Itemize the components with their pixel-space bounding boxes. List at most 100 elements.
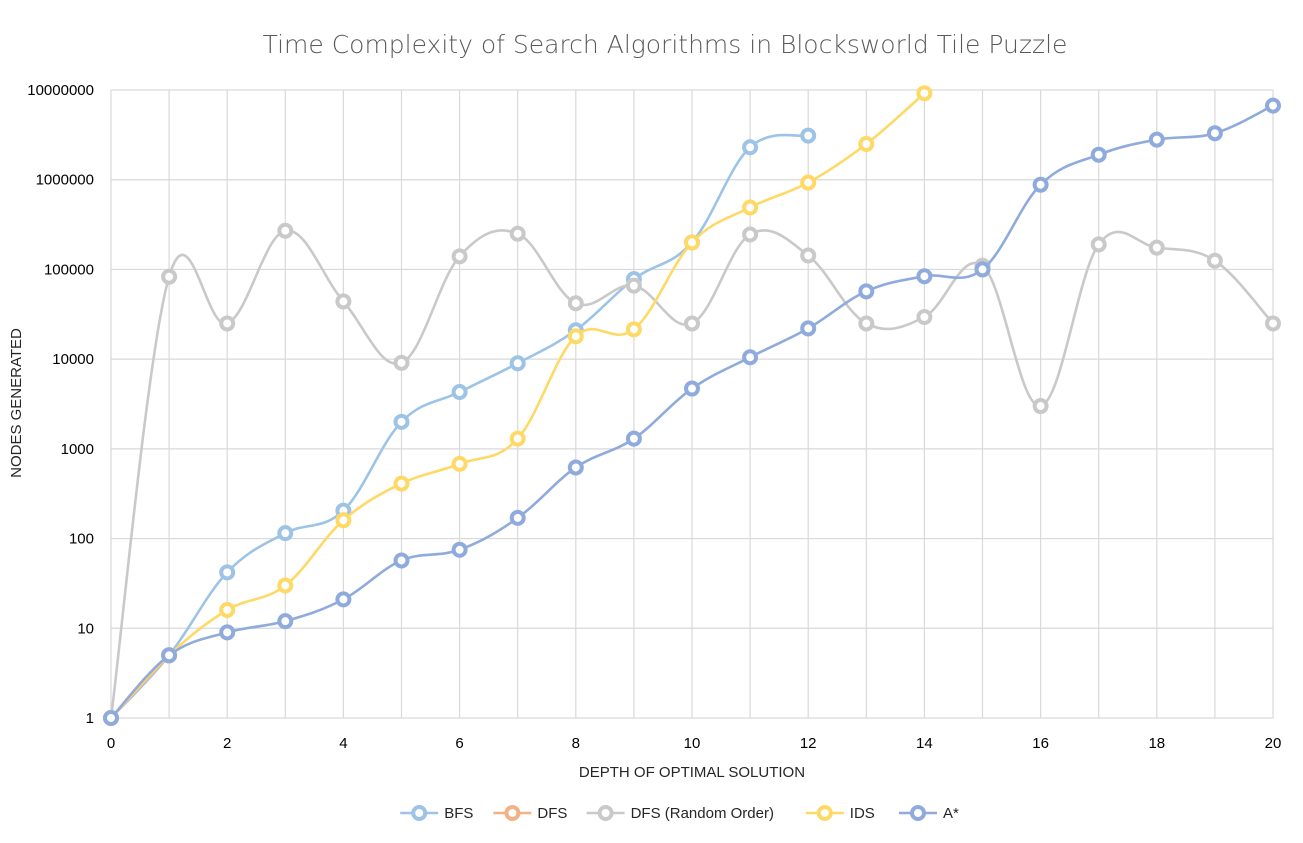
data-point [858, 315, 875, 332]
legend-label: IDS [850, 805, 875, 822]
y-tick-label: 1 [86, 710, 94, 727]
data-point [393, 354, 410, 371]
legend-item-dfs: DFS [493, 805, 567, 822]
legend-item-dfs-random-order: DFS (Random Order) [586, 805, 774, 822]
x-tick-label: 4 [339, 735, 347, 752]
data-point [916, 85, 933, 102]
data-point [393, 475, 410, 492]
legend-marker [816, 805, 833, 821]
y-tick-label: 10000000 [27, 82, 94, 99]
data-point [277, 577, 294, 594]
data-point [742, 199, 759, 216]
y-tick-label: 1000 [61, 441, 94, 458]
data-point [509, 225, 526, 242]
data-point [451, 455, 468, 472]
series-group [103, 85, 1281, 726]
data-point [393, 413, 410, 430]
legend-item-ids: IDS [805, 805, 875, 822]
data-point [1265, 315, 1281, 332]
data-point [625, 430, 642, 447]
data-point [684, 234, 700, 251]
data-point [451, 248, 468, 265]
data-point [1206, 125, 1223, 142]
data-point [800, 127, 817, 144]
legend-label: DFS (Random Order) [631, 805, 774, 822]
data-point [103, 710, 119, 726]
x-tick-label: 16 [1032, 735, 1049, 752]
x-tick-label: 6 [455, 735, 463, 752]
data-point [567, 295, 584, 312]
legend: BFS DFS DFS (Random Order) IDS A* [400, 805, 959, 822]
data-point [1032, 398, 1049, 415]
data-point [742, 139, 759, 156]
data-point [1148, 131, 1165, 148]
data-point [1090, 146, 1107, 163]
data-point [509, 430, 526, 447]
data-point [161, 647, 178, 664]
x-axis-ticks: 0 2 4 6 8 10 12 14 16 18 20 [107, 735, 1282, 752]
x-tick-label: 10 [684, 735, 701, 752]
legend-item-a: A* [899, 805, 959, 822]
data-point [219, 601, 236, 618]
data-point [684, 315, 700, 332]
x-tick-label: 14 [916, 735, 933, 752]
y-axis-ticks: 1 10 100 1000 10000 100000 1000000 10000000 [27, 82, 94, 727]
data-point [858, 136, 875, 153]
data-point [509, 355, 526, 372]
series-a [103, 97, 1281, 726]
data-point [219, 564, 236, 581]
data-point [161, 268, 178, 285]
legend-marker [910, 805, 926, 821]
data-point [567, 459, 584, 476]
legend-marker [597, 805, 614, 821]
y-tick-label: 10 [77, 620, 94, 637]
data-point [800, 320, 817, 337]
y-tick-label: 100 [69, 531, 94, 548]
data-point [625, 277, 642, 294]
data-point [742, 226, 759, 243]
y-tick-label: 100000 [44, 261, 94, 278]
data-point [684, 380, 700, 397]
data-point [335, 591, 352, 608]
data-point [858, 283, 875, 300]
x-tick-label: 20 [1265, 735, 1282, 752]
data-point [1032, 176, 1049, 193]
data-point [800, 174, 817, 191]
data-point [277, 525, 294, 542]
data-point [916, 268, 933, 285]
y-tick-label: 10000 [52, 351, 94, 368]
chart-title: Time Complexity of Search Algorithms in … [263, 30, 1068, 59]
x-tick-label: 2 [223, 735, 231, 752]
legend-marker [411, 805, 428, 821]
data-point [393, 552, 410, 569]
x-tick-label: 18 [1148, 735, 1165, 752]
data-point [800, 247, 817, 264]
data-point [916, 308, 933, 325]
data-point [974, 261, 991, 278]
y-axis-label: NODES GENERATED [8, 328, 25, 478]
x-tick-label: 12 [800, 735, 817, 752]
data-point [625, 321, 642, 338]
data-point [277, 222, 294, 239]
data-point [567, 328, 584, 345]
series-line [110, 92, 926, 719]
y-tick-label: 1000000 [36, 172, 94, 189]
data-point [219, 624, 236, 641]
data-point [335, 512, 352, 529]
legend-label: DFS [537, 805, 567, 822]
data-point [1265, 97, 1281, 114]
data-point [451, 384, 468, 401]
data-point [1206, 252, 1223, 269]
data-point [1148, 239, 1165, 256]
data-point [219, 315, 236, 332]
legend-label: A* [943, 805, 959, 822]
x-tick-label: 0 [107, 735, 115, 752]
legend-marker [504, 805, 521, 821]
data-point [277, 613, 294, 630]
data-point [742, 349, 759, 366]
data-point [451, 541, 468, 558]
x-tick-label: 8 [572, 735, 580, 752]
x-axis-label: DEPTH OF OPTIMAL SOLUTION [579, 764, 805, 781]
data-point [335, 293, 352, 310]
